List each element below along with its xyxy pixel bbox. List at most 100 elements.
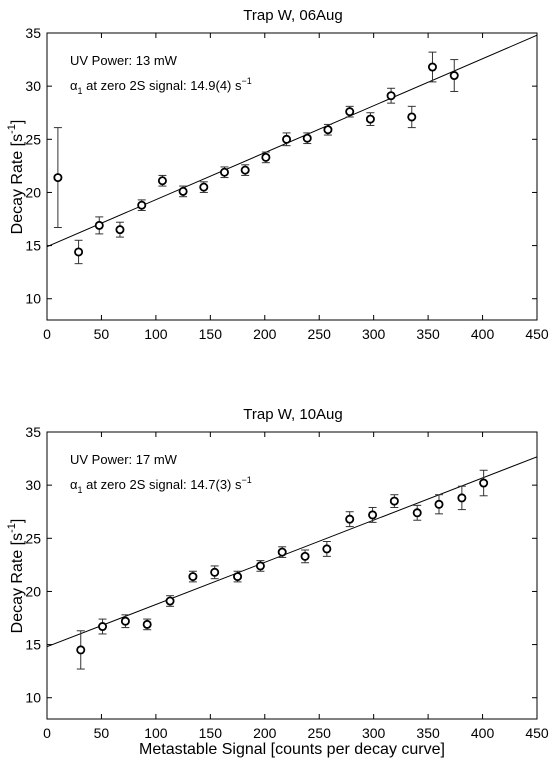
chart-bottom-ytick-label: 15: [25, 637, 41, 653]
chart-bottom-data-point: [368, 510, 378, 520]
chart-top-xtick-label: 350: [416, 326, 440, 342]
chart-top-data-point: [178, 186, 188, 196]
chart-bottom-annotation-alpha-superscript: −1: [242, 475, 252, 485]
chart-top-data-point: [282, 134, 292, 144]
chart-bottom-data-point: [210, 567, 220, 577]
chart-bottom-title: Trap W, 10Aug: [243, 406, 343, 423]
chart-top-marks: 0 50 100 150 200 250 300 350 400 450 10 15 20 25 30 35: [25, 25, 548, 342]
chart-bottom-data-point: [300, 551, 310, 561]
chart-top-title: Trap W, 06Aug: [243, 7, 343, 24]
chart-bottom-data-point: [389, 496, 399, 506]
chart-top-xtick-label: 50: [94, 326, 110, 342]
chart-top-ytick-label: 20: [25, 184, 41, 200]
chart-top-xtick-label: 100: [144, 326, 168, 342]
chart-top-xtick-label: 300: [362, 326, 386, 342]
chart-bottom-data-point: [165, 596, 175, 606]
chart-bottom-marks: 0 50 100 150 200 250 300 350 400 450 10 15 20 25 30 35: [25, 424, 548, 741]
chart-bottom: Trap W, 10Aug 0 50 100 150 200 250 300 350 400 45…: [6, 406, 549, 758]
chart-bottom-data-point: [479, 478, 489, 488]
chart-top-ylabel-end: ]: [9, 120, 26, 124]
chart-bottom-data-point: [277, 547, 287, 557]
chart-top-xtick-label: 150: [199, 326, 223, 342]
chart-bottom-data-point: [457, 493, 467, 503]
chart-bottom-data-point: [120, 616, 130, 626]
chart-top-ytick-label: 10: [25, 291, 41, 307]
chart-top-data-point: [323, 125, 333, 135]
chart-top-data-point: [240, 165, 250, 175]
chart-bottom-ytick-label: 30: [25, 477, 41, 493]
chart-top-ylabel: Decay Rate [s-1]: [6, 120, 26, 235]
chart-top-annotation-alpha-superscript: −1: [242, 76, 252, 86]
chart-top-xtick-label: 0: [43, 326, 51, 342]
chart-bottom-xtick-label: 100: [144, 725, 168, 741]
chart-bottom-ylabel: Decay Rate [s-1]: [6, 519, 26, 634]
chart-bottom-annotation-alpha-symbol: α: [70, 477, 78, 492]
chart-top-data-point: [219, 167, 229, 177]
chart-bottom-data-point: [98, 622, 108, 632]
chart-bottom-data-point: [188, 572, 198, 582]
chart-bottom-ytick-label: 10: [25, 690, 41, 706]
chart-top-data-point: [365, 114, 375, 124]
chart-top-xtick-label: 400: [471, 326, 495, 342]
chart-bottom-data-point: [434, 499, 444, 509]
chart-top-data-point: [302, 133, 312, 143]
chart-top-annotation-alpha-symbol: α: [70, 78, 78, 93]
chart-top-data-point: [449, 71, 459, 81]
chart-bottom-plot-area: [46, 431, 538, 720]
chart-bottom-xtick-label: 150: [199, 725, 223, 741]
chart-top-ylabel-main: Decay Rate [s: [9, 134, 26, 234]
chart-top-ylabel-sup: -1: [6, 124, 18, 134]
chart-bottom-data-point: [412, 508, 422, 518]
chart-top-data-point: [53, 173, 63, 183]
chart-top-data-point: [407, 112, 417, 122]
chart-bottom-ytick-label: 35: [25, 424, 41, 440]
chart-top-data-point: [386, 91, 396, 101]
chart-bottom-data-point: [255, 561, 265, 571]
chart-top-data-point: [137, 200, 147, 210]
chart-top-xtick-label: 250: [308, 326, 332, 342]
chart-bottom-xtick-label: 200: [253, 725, 277, 741]
chart-top-data-point: [157, 176, 167, 186]
chart-bottom-data-point: [322, 544, 332, 554]
chart-top-data-point: [427, 62, 437, 72]
chart-bottom-ytick-label: 20: [25, 583, 41, 599]
chart-bottom-xtick-label: 300: [362, 725, 386, 741]
chart-bottom-ylabel-main: Decay Rate [s: [9, 533, 26, 633]
chart-bottom-xtick-label: 50: [94, 725, 110, 741]
chart-top-data-point: [199, 182, 209, 192]
chart-top-ytick-label: 30: [25, 78, 41, 94]
chart-bottom-data-point: [76, 645, 86, 655]
chart-top-ytick-label: 15: [25, 238, 41, 254]
chart-bottom-annotation-alpha-subscript: 1: [78, 485, 83, 495]
chart-bottom-annotation-alpha-text: at zero 2S signal: 14.7(3) s: [83, 477, 242, 492]
chart-top-annotation-alpha: α1 at zero 2S signal: 14.9(4) s−1: [70, 76, 252, 96]
chart-top-annotation-power: UV Power: 13 mW: [70, 53, 178, 68]
chart-top-xtick-label: 200: [253, 326, 277, 342]
chart-top-plot-area: [46, 32, 538, 321]
chart-top-ytick-label: 35: [25, 25, 41, 41]
chart-bottom-xtick-label: 450: [525, 725, 549, 741]
chart-bottom-data-point: [345, 514, 355, 524]
chart-top-data-point: [74, 247, 84, 257]
chart-bottom-xlabel: Metastable Signal [counts per decay curv…: [139, 741, 445, 758]
chart-bottom-xtick-label: 400: [471, 725, 495, 741]
chart-bottom-annotation-power: UV Power: 17 mW: [70, 452, 178, 467]
chart-bottom-ylabel-end: ]: [9, 519, 26, 523]
chart-bottom-ylabel-sup: -1: [6, 523, 18, 533]
chart-top-fit-line: [47, 34, 537, 248]
chart-bottom-ytick-label: 25: [25, 530, 41, 546]
chart-top-ytick-label: 25: [25, 131, 41, 147]
chart-bottom-xtick-label: 0: [43, 725, 51, 741]
chart-top-annotation-alpha-subscript: 1: [78, 86, 83, 96]
chart-top-data-point: [94, 220, 104, 230]
chart-top-data-point: [261, 152, 271, 162]
chart-bottom-xtick-label: 250: [308, 725, 332, 741]
chart-bottom-data-point: [233, 572, 243, 582]
chart-top-data-point: [115, 225, 125, 235]
chart-top-xtick-label: 450: [525, 326, 549, 342]
chart-bottom-xtick-label: 350: [416, 725, 440, 741]
chart-bottom-data-point: [142, 619, 152, 629]
chart-top-data-point: [345, 107, 355, 117]
chart-top-annotation-alpha-text: at zero 2S signal: 14.9(4) s: [83, 78, 242, 93]
